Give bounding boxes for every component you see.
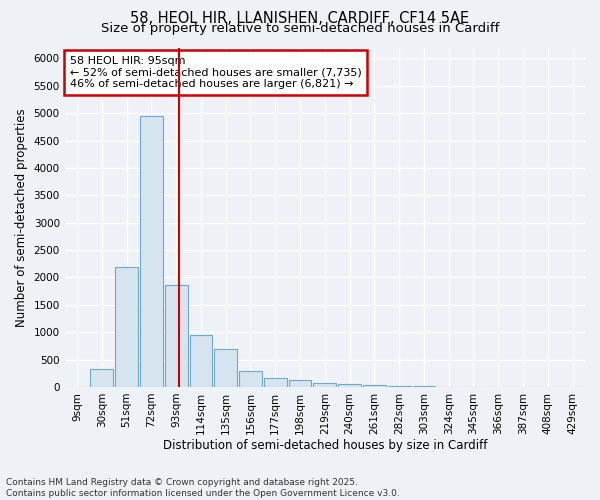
Bar	[140, 116, 163, 387]
Bar	[388, 386, 410, 387]
Text: Contains HM Land Registry data © Crown copyright and database right 2025.
Contai: Contains HM Land Registry data © Crown c…	[6, 478, 400, 498]
X-axis label: Distribution of semi-detached houses by size in Cardiff: Distribution of semi-detached houses by …	[163, 440, 487, 452]
Bar	[413, 386, 436, 387]
Bar	[239, 370, 262, 387]
Bar	[165, 284, 188, 387]
Text: 58, HEOL HIR, LLANISHEN, CARDIFF, CF14 5AE: 58, HEOL HIR, LLANISHEN, CARDIFF, CF14 5…	[130, 11, 470, 26]
Bar	[313, 382, 336, 387]
Bar	[214, 348, 237, 387]
Bar	[91, 369, 113, 387]
Text: 58 HEOL HIR: 95sqm
← 52% of semi-detached houses are smaller (7,735)
46% of semi: 58 HEOL HIR: 95sqm ← 52% of semi-detache…	[70, 56, 362, 89]
Text: Size of property relative to semi-detached houses in Cardiff: Size of property relative to semi-detach…	[101, 22, 499, 35]
Bar	[289, 380, 311, 387]
Bar	[338, 384, 361, 387]
Bar	[264, 378, 287, 387]
Bar	[363, 385, 386, 387]
Bar	[190, 335, 212, 387]
Y-axis label: Number of semi-detached properties: Number of semi-detached properties	[15, 108, 28, 326]
Bar	[115, 266, 138, 387]
